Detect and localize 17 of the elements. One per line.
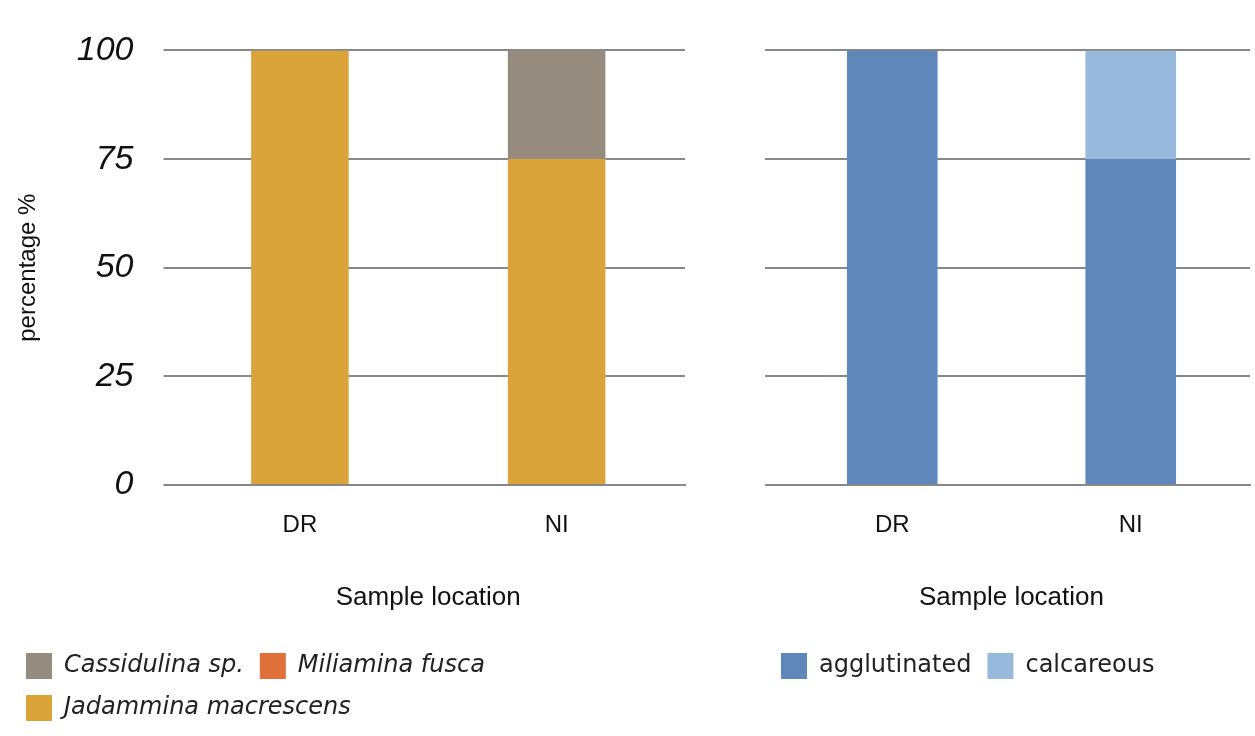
legend-label: calcareous bbox=[1025, 650, 1155, 679]
x-tick-label: DR bbox=[874, 510, 910, 538]
y-tick-label: 100 bbox=[76, 28, 134, 67]
y-tick-label: 0 bbox=[114, 463, 134, 502]
x-tick-label: DR bbox=[282, 510, 318, 538]
legend-label: Miliamina fusca bbox=[297, 650, 485, 679]
legend-label: Cassidulina sp. bbox=[64, 650, 244, 679]
y-tick-label: 25 bbox=[94, 354, 134, 393]
x-axis-title: Sample location bbox=[919, 580, 1104, 611]
legend-label: Jadammina macrescens bbox=[60, 692, 351, 721]
x-tick-label: NI bbox=[1118, 510, 1143, 538]
y-axis-title: percentage % bbox=[13, 193, 41, 342]
x-axis-title: Sample location bbox=[335, 580, 521, 611]
y-tick-label: 50 bbox=[95, 246, 134, 285]
legend-label: agglutinated bbox=[819, 650, 972, 679]
x-tick-label: NI bbox=[544, 510, 569, 538]
y-tick-label: 75 bbox=[95, 137, 134, 176]
